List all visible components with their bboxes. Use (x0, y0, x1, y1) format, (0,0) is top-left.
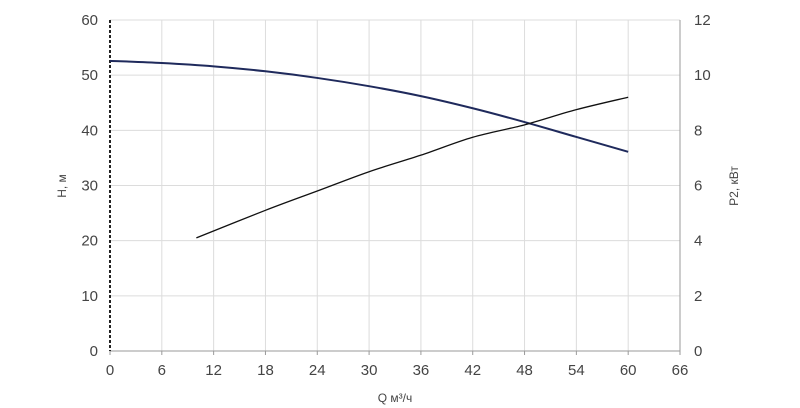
y2-tick-label: 12 (694, 12, 711, 29)
x-tick-label: 66 (672, 362, 689, 379)
y-tick-label: 30 (81, 178, 98, 195)
x-axis-title: Q м³/ч (378, 391, 413, 405)
y-tick-label: 0 (90, 343, 98, 360)
x-tick-label: 24 (309, 362, 326, 379)
x-tick-label: 48 (516, 362, 533, 379)
y2-axis-title: P2, кВт (727, 166, 741, 206)
y2-tick-label: 6 (694, 178, 702, 195)
x-tick-label: 0 (106, 362, 114, 379)
y2-tick-label: 4 (694, 233, 702, 250)
series-line-head (109, 59, 629, 153)
y2-tick-label: 10 (694, 67, 711, 84)
x-tick-label: 60 (620, 362, 637, 379)
y-tick-label: 40 (81, 122, 98, 139)
axes (109, 20, 681, 355)
y2-tick-label: 2 (694, 288, 702, 305)
y-tick-label: 20 (81, 233, 98, 250)
x-tick-label: 6 (158, 362, 166, 379)
x-tick-label: 30 (361, 362, 378, 379)
y-tick-label: 50 (81, 67, 98, 84)
x-tick-label: 12 (205, 362, 222, 379)
y2-tick-label: 0 (694, 343, 702, 360)
grid (110, 19, 681, 351)
y-tick-label: 60 (81, 12, 98, 29)
x-tick-label: 42 (464, 362, 481, 379)
y2-tick-label: 8 (694, 122, 702, 139)
series-line-power (196, 96, 629, 239)
x-tick-label: 36 (413, 362, 430, 379)
series-lines (109, 59, 629, 239)
x-tick-label: 54 (568, 362, 585, 379)
y-axis-title: H, м (55, 174, 69, 198)
x-tick-label: 18 (257, 362, 274, 379)
y-tick-label: 10 (81, 288, 98, 305)
tick-labels: 0 6 12 18 24 30 36 42 48 54 60 66010203040506002468… (81, 12, 710, 379)
